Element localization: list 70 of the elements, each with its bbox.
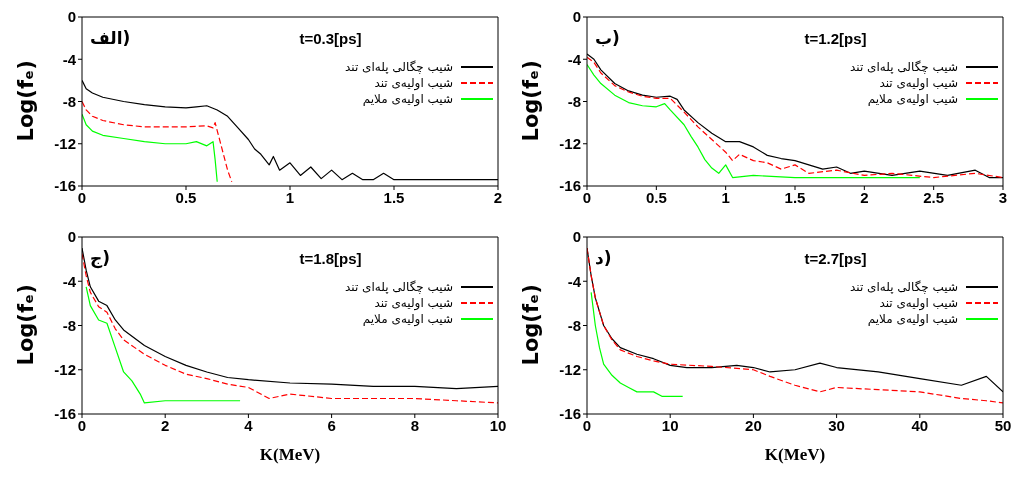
x-tick-label: 50 (994, 416, 1012, 434)
x-tick-label: 8 (410, 416, 419, 434)
line-series (590, 291, 684, 397)
y-tick-label: -8 (62, 92, 76, 110)
x-axis-title: K(MeV) (764, 445, 826, 464)
line-series (82, 100, 233, 183)
y-tick-label: -16 (54, 177, 76, 195)
x-tick-label: 30 (828, 416, 845, 434)
legend-label: شیب اولیه‌ی ملایم (362, 92, 453, 106)
x-tick-label: 1.5 (383, 188, 405, 206)
y-tick-label: 0 (67, 228, 76, 246)
y-tick-label: -12 (559, 361, 581, 379)
y-tick-label: -8 (62, 316, 76, 334)
y-tick-label: -8 (567, 92, 581, 110)
legend-label: شیب چگالی پله‌ای تند (345, 280, 453, 294)
legend-label: شیب چگالی پله‌ای تند (850, 60, 958, 74)
x-tick-label: 10 (489, 416, 507, 434)
x-tick-label: 2.5 (923, 188, 945, 206)
y-tick-label: -8 (567, 316, 581, 334)
y-tick-label: -4 (62, 50, 77, 68)
text: t=1.8[ps] (299, 250, 362, 267)
x-tick-label: 40 (911, 416, 929, 434)
x-tick-label: 6 (327, 416, 336, 434)
line-series (85, 286, 241, 404)
annotation: الف) (90, 28, 131, 48)
x-tick-label: 3 (998, 188, 1008, 206)
y-tick-label: -12 (54, 135, 76, 153)
x-tick-label: 10 (661, 416, 679, 434)
annotation: ج) (90, 248, 111, 268)
y-tick-label: -12 (54, 361, 76, 379)
legend-label: شیب اولیه‌ی ملایم (362, 312, 453, 326)
legend-label: شیب اولیه‌ی ملایم (867, 92, 958, 106)
y-axis-title: Log(fₑ) (519, 284, 544, 366)
legend-label: شیب اولیه‌ی ملایم (867, 312, 958, 326)
y-tick-label: 0 (572, 228, 581, 246)
y-tick-label: 0 (67, 8, 76, 26)
y-tick-label: -12 (559, 135, 581, 153)
y-tick-label: -4 (567, 50, 582, 68)
x-tick-label: 2 (860, 188, 869, 206)
y-tick-label: -4 (62, 272, 77, 290)
x-tick-label: 1.5 (784, 188, 806, 206)
y-axis-title: Log(fₑ) (14, 284, 39, 366)
text: t=1.2[ps] (804, 30, 867, 47)
legend-label: شیب چگالی پله‌ای تند (345, 60, 453, 74)
line-series (82, 113, 218, 183)
legend-label: شیب اولیه‌ی تند (374, 296, 453, 310)
y-tick-label: -16 (54, 405, 76, 423)
y-axis-title: Log(fₑ) (14, 60, 39, 142)
annotation: ب) (595, 28, 620, 48)
annotation: د) (595, 248, 612, 268)
legend-label: شیب اولیه‌ی تند (879, 76, 958, 90)
y-tick-label: 0 (572, 8, 581, 26)
x-axis-title: K(MeV) (259, 445, 321, 464)
y-tick-label: -16 (559, 405, 581, 423)
x-tick-label: 2 (161, 416, 170, 434)
x-tick-label: 4 (244, 416, 254, 434)
x-tick-label: 2 (493, 188, 503, 206)
y-tick-label: -4 (567, 272, 582, 290)
legend-label: شیب اولیه‌ی تند (374, 76, 453, 90)
y-axis-title: Log(fₑ) (519, 60, 544, 142)
legend-label: شیب اولیه‌ی تند (879, 296, 958, 310)
x-tick-label: 20 (745, 416, 762, 434)
x-tick-label: 0.5 (645, 188, 667, 206)
x-tick-label: 0.5 (175, 188, 197, 206)
x-tick-label: 1 (285, 188, 295, 206)
y-tick-label: -16 (559, 177, 581, 195)
text: t=0.3[ps] (299, 30, 362, 47)
x-tick-label: 1 (721, 188, 730, 206)
legend-label: شیب چگالی پله‌ای تند (850, 280, 958, 294)
text: t=2.7[ps] (804, 250, 867, 267)
